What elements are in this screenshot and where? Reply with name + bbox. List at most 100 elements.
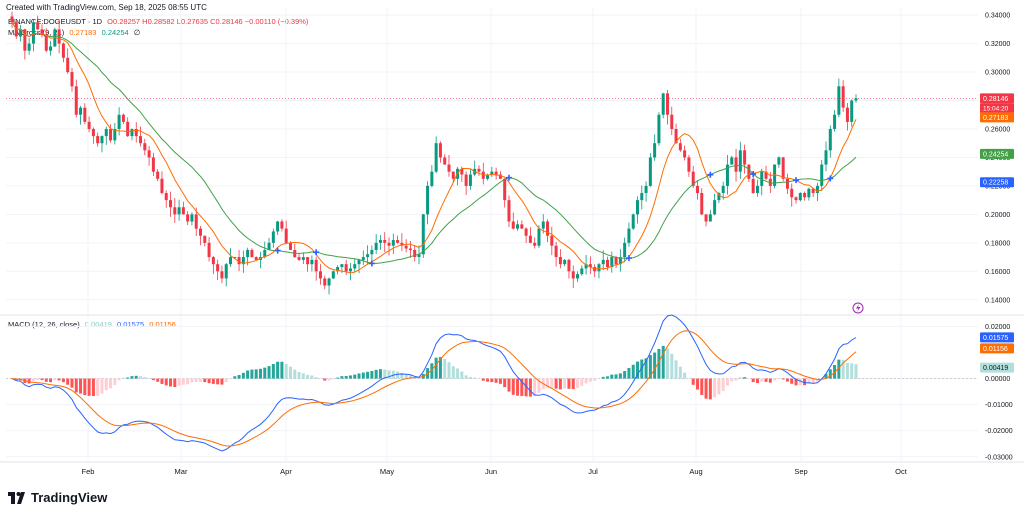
macd-histogram-bar [323,378,327,381]
candle-body [199,228,203,236]
macd-histogram-bar [44,378,48,382]
candle-body [725,164,729,186]
candle-body [70,72,74,87]
macd-histogram-bar [644,358,648,379]
macd-histogram-bar [164,378,168,386]
candle-body [606,259,610,268]
macd-histogram-bar [181,378,185,385]
macd-histogram-bar [117,378,121,381]
macd-histogram-bar [370,370,374,379]
macd-histogram-bar [473,377,477,379]
ma-cross-marker [505,174,512,181]
candle-body [79,107,83,115]
macd-histogram-bar [503,378,507,388]
candle-body [597,264,601,272]
time-tick-label: Sep [794,467,807,476]
candle-body [400,242,404,246]
candle-body [640,193,644,201]
macd-histogram-bar [807,378,811,384]
candle-body [83,107,87,122]
macd-histogram-bar [216,378,220,385]
candle-body [503,178,507,201]
ma-tail: ∅ [133,28,141,37]
candle-body [271,231,275,243]
time-tick-label: Jun [485,467,497,476]
macd-histogram-bar [451,366,455,379]
candle-body [288,242,292,250]
candle-body [169,200,173,208]
candle-body [417,254,421,258]
candle-body [477,168,481,172]
candle-body [511,221,515,229]
candle-body [674,128,678,144]
macd-histogram-bar [57,378,61,381]
ohlc-values: O0.28257 H0.28582 L0.27635 C0.28146 −0.0… [107,17,309,26]
candle-body [631,214,635,229]
candle-body [66,57,70,73]
price-tick-label: 0.26000 [985,126,1010,133]
price-tick-label: 0.20000 [985,212,1010,219]
candle-body [391,239,395,246]
macd-histogram-bar [477,378,481,380]
macd-histogram-bar [387,370,391,379]
candle-body [327,278,331,286]
macd-histogram-bar [203,378,207,383]
macd-histogram-bar [288,366,292,379]
candle-body [695,185,699,194]
candle-body [648,157,652,186]
price-axis-badge-label: 0.24254 [983,151,1008,158]
macd-histogram-bar [96,378,100,396]
lightning-icon-glyph [856,304,861,312]
candle-body [96,136,100,144]
candle-body [301,257,305,260]
macd-histogram-bar [169,378,173,387]
macd-histogram-bar [314,377,318,379]
macd-histogram-bar [254,369,258,379]
candle-body [117,114,121,129]
macd-label[interactable]: MACD (12, 26, close) [8,320,80,329]
macd-histogram-bar [580,378,584,386]
macd-histogram-bar [571,378,575,390]
candle-body [23,29,27,51]
macd-histogram-bar [301,373,305,379]
macd-histogram-bar [408,375,412,379]
candle-body [91,128,95,137]
macd-histogram-bar [550,378,554,388]
macd-histogram-bar [687,378,691,380]
symbol-label[interactable]: BINANCE:DOGEUSDT · 1D [8,17,103,26]
candle-body [378,239,382,243]
macd-histogram-bar [156,378,160,382]
macd-histogram-bar [36,378,40,381]
candle-body [383,239,387,243]
macd-histogram-bar [511,378,515,395]
candle-body [61,43,65,58]
candle-body [721,185,725,194]
macd-histogram-bar [841,359,845,379]
candle-body [516,224,520,229]
macd-histogram-bar [537,378,541,393]
created-note: Created with TradingView.com, Sep 18, 20… [6,3,207,12]
macd-histogram-bar [704,378,708,399]
macd-histogram-bar [353,374,357,379]
macd-tick-label: -0.01000 [985,402,1013,409]
price-axis-badge [980,148,1014,159]
macd-histogram-bar [627,368,631,379]
macd-histogram-bar [134,375,138,379]
candle-body [297,257,301,260]
macd-histogram-bar [854,364,858,379]
macd-histogram-bar [53,378,57,381]
candle-body [284,228,288,243]
candle-body [498,174,502,179]
candle-body [331,271,335,279]
macd-histogram-bar [361,372,365,379]
ma-cross-marker [793,177,800,184]
ma-label[interactable]: MA Cross (9, 21) [8,28,65,37]
macd-histogram-bar [130,376,134,379]
candle-body [151,157,155,172]
candle-body [134,128,138,137]
macd-histogram-bar [271,363,275,379]
macd-histogram-bar [79,378,83,394]
candle-body [49,46,53,51]
candle-body [807,188,811,198]
